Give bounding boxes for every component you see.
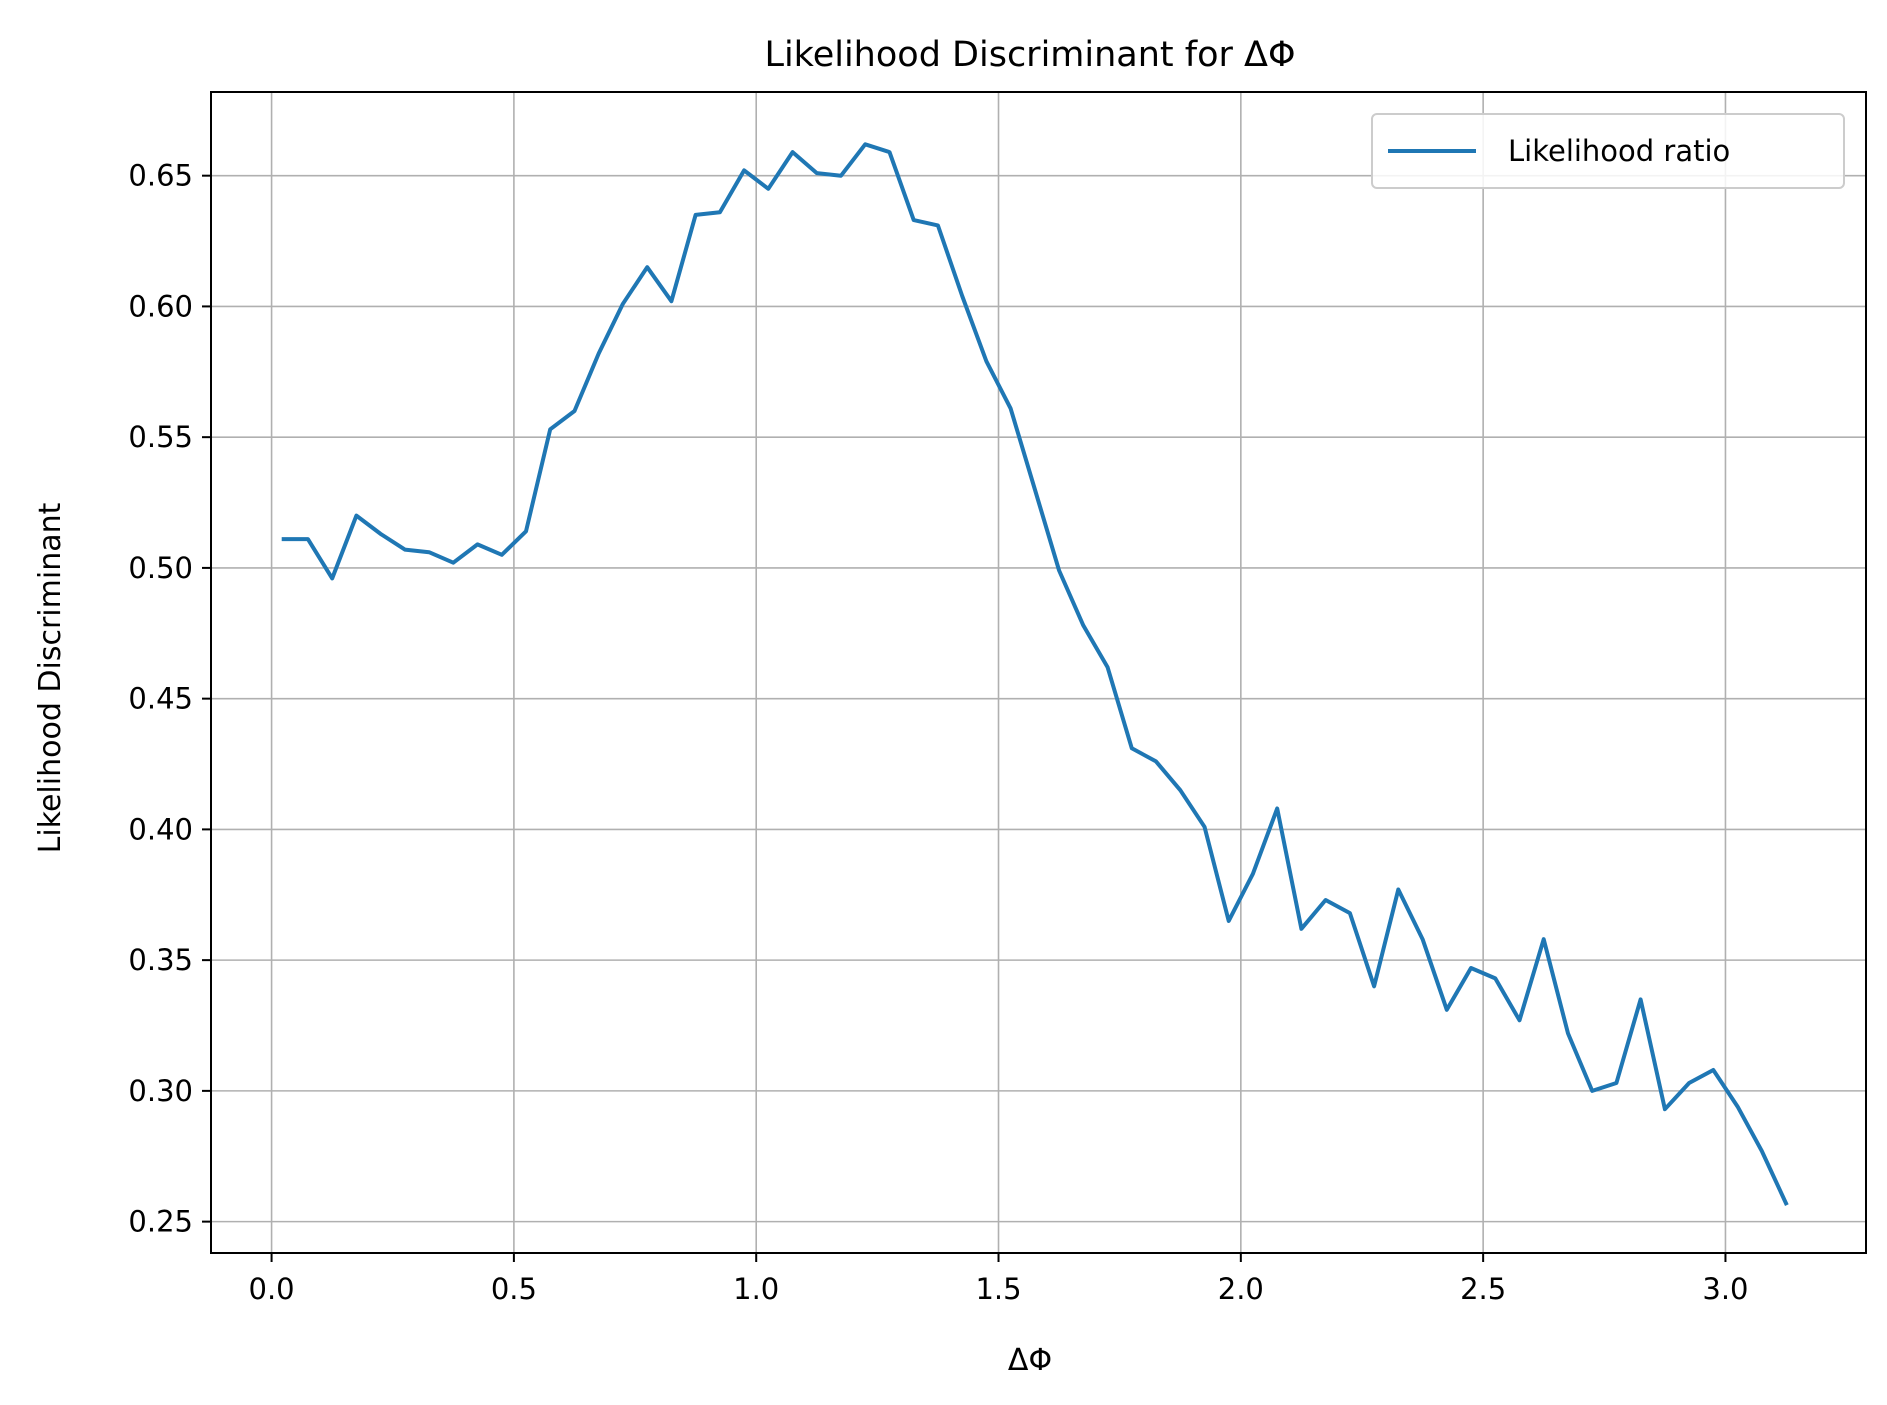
x-tick-label: 2.0 [1218, 1272, 1264, 1306]
y-tick-label: 0.65 [128, 159, 193, 193]
grid [211, 92, 1866, 1253]
y-tick-label: 0.35 [128, 943, 193, 977]
x-tick-label: 3.0 [1702, 1272, 1748, 1306]
legend-label: Likelihood ratio [1508, 134, 1730, 168]
y-tick-label: 0.45 [128, 682, 193, 716]
y-tick-label: 0.60 [128, 289, 193, 323]
x-tick-label: 0.0 [249, 1272, 295, 1306]
plot-frame [210, 91, 1867, 1254]
x-tick-label: 2.5 [1460, 1272, 1506, 1306]
legend-box [1371, 113, 1845, 189]
x-tick-label: 1.5 [975, 1272, 1021, 1306]
series-layer [281, 142, 1789, 1206]
x-tick-label: 1.0 [733, 1272, 779, 1306]
series-line-likelihood-ratio [281, 142, 1789, 1206]
x-axis-title: ΔΦ [1008, 1343, 1052, 1378]
y-tick-label: 0.25 [128, 1205, 193, 1239]
ticks: 0.0 0.5 1.0 1.5 2.0 2.5 3.0 0.25 0.30 0.35 0.40 0.4… [128, 159, 1748, 1306]
y-tick-label: 0.30 [128, 1074, 193, 1108]
y-tick-label: 0.55 [128, 420, 193, 454]
legend: Likelihood ratio [1371, 113, 1845, 189]
x-tick-label: 0.5 [491, 1272, 537, 1306]
chart-title: Likelihood Discriminant for ΔΦ [764, 35, 1295, 75]
y-tick-label: 0.50 [128, 551, 193, 585]
y-tick-label: 0.40 [128, 812, 193, 846]
y-axis-title: Likelihood Discriminant [33, 502, 68, 853]
